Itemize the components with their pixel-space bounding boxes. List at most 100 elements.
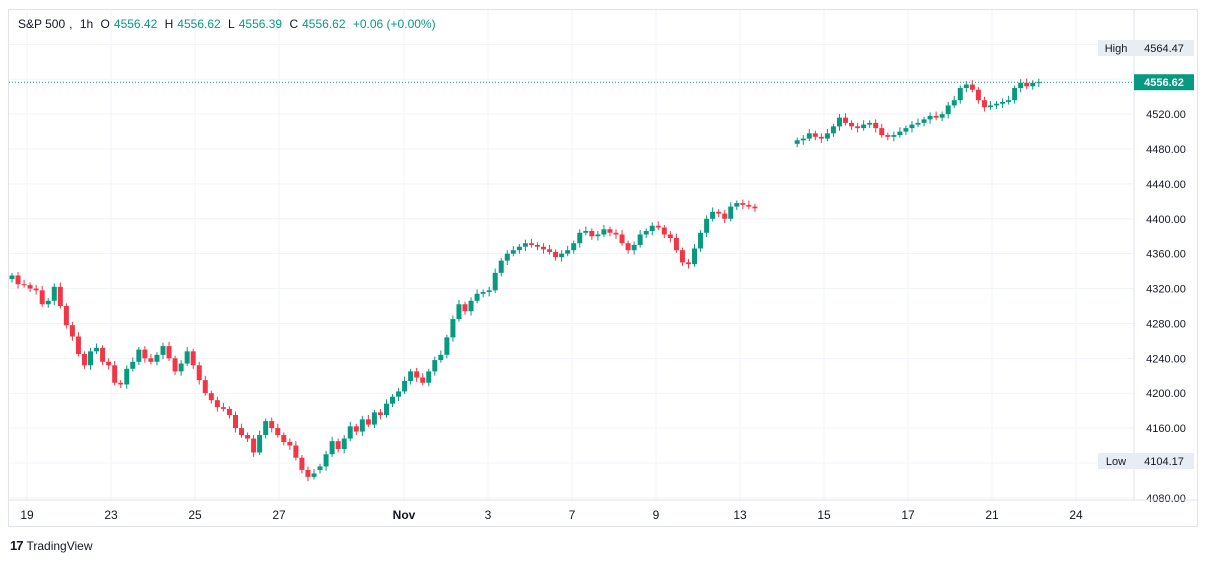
candle[interactable] bbox=[106, 358, 112, 370]
candle[interactable] bbox=[9, 272, 15, 283]
candle[interactable] bbox=[673, 233, 679, 253]
candle[interactable] bbox=[293, 441, 299, 461]
candle[interactable] bbox=[347, 421, 353, 442]
candle[interactable] bbox=[226, 406, 232, 419]
candle[interactable] bbox=[722, 210, 728, 224]
candle[interactable] bbox=[685, 258, 691, 269]
candle[interactable] bbox=[341, 435, 347, 454]
candle[interactable] bbox=[921, 116, 927, 127]
candle[interactable] bbox=[867, 120, 873, 129]
candle[interactable] bbox=[118, 380, 124, 388]
candle[interactable] bbox=[728, 202, 734, 222]
candle[interactable] bbox=[190, 348, 196, 369]
candle[interactable] bbox=[414, 367, 420, 382]
candle[interactable] bbox=[214, 396, 220, 412]
candle[interactable] bbox=[456, 299, 462, 322]
candle[interactable] bbox=[498, 258, 504, 277]
candle[interactable] bbox=[130, 357, 136, 372]
candle[interactable] bbox=[27, 282, 33, 293]
candle[interactable] bbox=[184, 346, 190, 367]
candle[interactable] bbox=[559, 250, 565, 262]
candle[interactable] bbox=[752, 203, 758, 212]
candle[interactable] bbox=[716, 209, 722, 218]
candle[interactable] bbox=[879, 123, 885, 138]
candle[interactable] bbox=[836, 114, 842, 131]
candle[interactable] bbox=[975, 87, 981, 104]
candle[interactable] bbox=[311, 469, 317, 480]
candle[interactable] bbox=[945, 101, 951, 119]
candle[interactable] bbox=[927, 112, 933, 124]
candle[interactable] bbox=[855, 122, 861, 133]
candle[interactable] bbox=[136, 346, 142, 366]
candle[interactable] bbox=[1000, 98, 1006, 109]
candle[interactable] bbox=[565, 245, 571, 257]
candle[interactable] bbox=[589, 228, 595, 240]
candle[interactable] bbox=[359, 415, 365, 436]
candle[interactable] bbox=[94, 343, 100, 354]
candle[interactable] bbox=[245, 432, 251, 443]
candle[interactable] bbox=[377, 408, 383, 420]
candle[interactable] bbox=[981, 96, 987, 112]
candle[interactable] bbox=[939, 111, 945, 122]
candle[interactable] bbox=[39, 285, 45, 307]
candle[interactable] bbox=[432, 356, 438, 376]
candle[interactable] bbox=[172, 355, 178, 375]
candle[interactable] bbox=[232, 411, 238, 433]
candle[interactable] bbox=[480, 289, 486, 298]
candle[interactable] bbox=[613, 229, 619, 239]
candle[interactable] bbox=[178, 360, 184, 376]
candle[interactable] bbox=[305, 466, 311, 482]
candle[interactable] bbox=[843, 113, 849, 126]
candle[interactable] bbox=[281, 432, 287, 446]
candle[interactable] bbox=[269, 417, 275, 433]
candle[interactable] bbox=[806, 128, 812, 142]
candle[interactable] bbox=[541, 243, 547, 254]
symbol-name[interactable]: S&P 500 bbox=[18, 17, 66, 31]
candle[interactable] bbox=[263, 418, 269, 439]
candle[interactable] bbox=[885, 132, 891, 141]
candle[interactable] bbox=[812, 130, 818, 141]
candle[interactable] bbox=[148, 353, 154, 365]
candle[interactable] bbox=[450, 315, 456, 342]
candle[interactable] bbox=[504, 250, 510, 266]
candle[interactable] bbox=[903, 125, 909, 136]
candle[interactable] bbox=[299, 455, 305, 474]
candle[interactable] bbox=[607, 226, 613, 237]
candle[interactable] bbox=[88, 347, 94, 370]
candle[interactable] bbox=[861, 120, 867, 131]
candle[interactable] bbox=[553, 249, 559, 261]
candle[interactable] bbox=[963, 81, 969, 93]
candle[interactable] bbox=[275, 423, 281, 438]
candle[interactable] bbox=[142, 346, 148, 363]
candle[interactable] bbox=[462, 301, 468, 315]
candle[interactable] bbox=[994, 101, 1000, 109]
candle[interactable] bbox=[661, 224, 667, 238]
candle[interactable] bbox=[957, 85, 963, 104]
candle[interactable] bbox=[649, 222, 655, 236]
candle[interactable] bbox=[1030, 80, 1036, 90]
candle[interactable] bbox=[625, 240, 631, 254]
candle[interactable] bbox=[112, 360, 118, 386]
candle[interactable] bbox=[824, 128, 830, 142]
candle[interactable] bbox=[987, 101, 993, 110]
candle[interactable] bbox=[1018, 79, 1024, 93]
candle[interactable] bbox=[420, 373, 426, 386]
candle[interactable] bbox=[75, 332, 81, 357]
candle[interactable] bbox=[51, 283, 57, 306]
candle[interactable] bbox=[390, 394, 396, 408]
candle[interactable] bbox=[63, 303, 69, 329]
candle[interactable] bbox=[547, 244, 553, 255]
candle[interactable] bbox=[444, 334, 450, 359]
candle[interactable] bbox=[154, 352, 160, 366]
interval-label[interactable]: 1h bbox=[79, 17, 94, 31]
candle[interactable] bbox=[522, 239, 528, 252]
candle[interactable] bbox=[631, 241, 637, 255]
candle[interactable] bbox=[746, 200, 752, 210]
candle[interactable] bbox=[516, 244, 522, 254]
candle[interactable] bbox=[15, 271, 21, 289]
candle[interactable] bbox=[220, 402, 226, 412]
candle[interactable] bbox=[577, 229, 583, 248]
candle[interactable] bbox=[698, 230, 704, 252]
candle[interactable] bbox=[492, 268, 498, 293]
